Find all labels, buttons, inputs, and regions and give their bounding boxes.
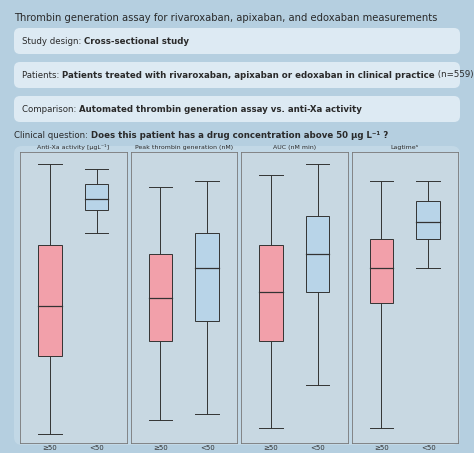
FancyBboxPatch shape	[14, 96, 460, 122]
Text: Patients treated with rivaroxaban, apixaban or edoxaban in clinical practice: Patients treated with rivaroxaban, apixa…	[62, 71, 435, 79]
Bar	[149, 254, 172, 341]
Text: (n=559): (n=559)	[435, 71, 473, 79]
Text: Does this patient has a drug concentration above 50 μg L⁻¹ ?: Does this patient has a drug concentrati…	[91, 131, 388, 140]
Bar	[417, 202, 440, 239]
Bar	[259, 245, 283, 341]
Text: Cross-sectional study: Cross-sectional study	[84, 37, 189, 45]
Title: Anti-Xa activity [μgL⁻¹]: Anti-Xa activity [μgL⁻¹]	[37, 144, 109, 150]
Bar	[85, 184, 109, 210]
Text: Comparison:: Comparison:	[22, 105, 79, 114]
Text: Clinical question:: Clinical question:	[14, 131, 91, 140]
Title: AUC (nM min): AUC (nM min)	[273, 145, 316, 150]
Bar	[370, 239, 393, 304]
FancyBboxPatch shape	[14, 62, 460, 88]
Text: Thrombin generation assay for rivaroxaban, apixaban, and edoxaban measurements: Thrombin generation assay for rivaroxaba…	[14, 13, 438, 23]
Bar	[38, 245, 62, 356]
Text: Study design:: Study design:	[22, 37, 84, 45]
Title: Peak thrombin generation (nM): Peak thrombin generation (nM)	[135, 145, 233, 150]
FancyBboxPatch shape	[14, 146, 460, 445]
Text: Automated thrombin generation assay vs. anti-Xa activity: Automated thrombin generation assay vs. …	[79, 105, 362, 114]
Bar	[306, 216, 329, 292]
Bar	[195, 233, 219, 321]
FancyBboxPatch shape	[14, 28, 460, 54]
Title: Lagtimeᵃ: Lagtimeᵃ	[391, 145, 419, 150]
Text: Patients:: Patients:	[22, 71, 62, 79]
